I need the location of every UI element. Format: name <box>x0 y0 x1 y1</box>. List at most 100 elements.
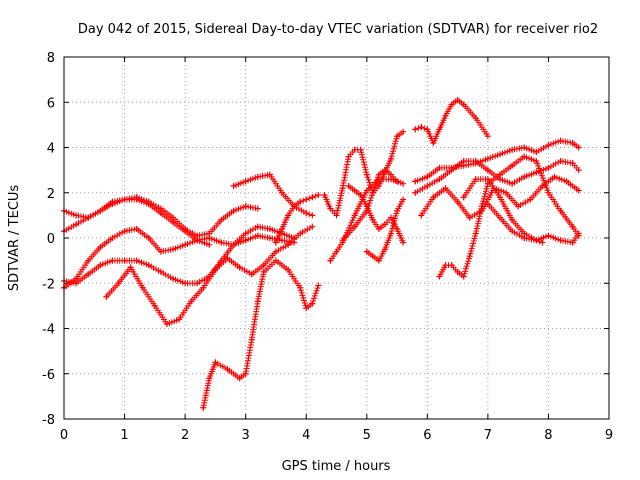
data-point <box>297 284 304 291</box>
data-point <box>430 140 437 146</box>
data-point <box>157 268 164 275</box>
data-point <box>133 194 140 201</box>
data-point <box>266 225 273 232</box>
data-point <box>412 189 419 196</box>
data-point <box>363 171 370 178</box>
data-point <box>557 158 564 165</box>
data-point <box>85 271 92 278</box>
data-point <box>194 237 201 244</box>
data-point <box>442 185 449 192</box>
data-point <box>73 280 80 287</box>
data-point <box>170 275 176 282</box>
data-point <box>200 284 207 291</box>
data-point <box>521 173 528 180</box>
data-point <box>424 183 431 189</box>
data-point <box>509 216 516 223</box>
data-point <box>279 189 285 196</box>
data-point <box>97 262 104 269</box>
data-point <box>115 280 122 287</box>
data-point <box>351 212 358 219</box>
series-arc-4 <box>61 223 298 287</box>
data-point <box>430 194 437 201</box>
data-point <box>291 203 298 210</box>
data-point <box>394 207 401 214</box>
data-point <box>163 321 170 327</box>
data-point <box>509 146 516 153</box>
data-point <box>339 185 346 192</box>
data-point <box>260 262 267 269</box>
data-point <box>224 255 231 262</box>
data-point <box>460 194 467 201</box>
data-series <box>61 97 582 411</box>
data-point <box>121 228 128 235</box>
data-point <box>109 201 116 208</box>
y-axis-label: SDTVAR / TECUs <box>7 185 22 292</box>
x-tick-label: 4 <box>302 428 310 443</box>
x-tick-label: 9 <box>605 428 613 443</box>
axis-ticks: 0 1 2 3 4 5 6 7 8 9 -8 -6 -4 -2 0 2 4 6 8 <box>42 51 613 443</box>
x-axis-label: GPS time / hours <box>282 459 391 474</box>
data-point <box>85 257 92 264</box>
data-point <box>497 214 503 221</box>
data-point <box>103 293 110 300</box>
data-point <box>484 155 491 162</box>
data-point <box>484 167 491 174</box>
y-tick-label: -8 <box>42 413 55 428</box>
data-point <box>176 316 183 323</box>
data-point <box>557 137 564 144</box>
x-tick-label: 2 <box>181 428 189 443</box>
data-point <box>254 205 261 212</box>
data-point <box>388 214 394 221</box>
data-point <box>73 212 80 219</box>
series-markers <box>61 194 259 239</box>
data-point <box>533 158 540 165</box>
data-point <box>436 164 443 171</box>
data-point <box>254 232 261 239</box>
data-point <box>121 257 128 264</box>
data-point <box>448 262 455 269</box>
data-point <box>388 171 394 178</box>
data-point <box>345 153 352 160</box>
data-point <box>109 235 116 241</box>
data-point <box>109 257 116 264</box>
data-point <box>321 192 328 198</box>
series-arc-15 <box>412 137 582 185</box>
data-point <box>436 176 443 183</box>
data-point <box>575 167 582 174</box>
data-point <box>569 223 576 230</box>
data-point <box>557 237 564 244</box>
data-point <box>436 126 443 133</box>
data-point <box>375 257 382 264</box>
data-point <box>133 257 140 264</box>
data-point <box>333 212 340 219</box>
data-point <box>375 225 382 232</box>
data-point <box>309 300 316 307</box>
data-point <box>206 375 213 382</box>
data-point <box>539 239 546 246</box>
y-tick-label: 6 <box>47 96 55 111</box>
data-point <box>527 196 534 203</box>
data-point <box>200 404 207 411</box>
data-point <box>448 167 455 174</box>
series-arc-2 <box>61 194 261 239</box>
data-point <box>315 192 322 198</box>
series-arc-6 <box>230 171 316 219</box>
data-point <box>182 280 189 287</box>
data-point <box>442 262 449 269</box>
data-point <box>381 246 388 253</box>
data-point <box>442 112 449 119</box>
x-tick-label: 7 <box>484 428 492 443</box>
series-arc-12 <box>345 183 407 246</box>
data-point <box>272 239 279 246</box>
data-point <box>254 173 261 180</box>
data-point <box>569 239 576 246</box>
data-point <box>188 298 195 305</box>
x-tick-label: 8 <box>544 428 552 443</box>
data-point <box>551 173 558 180</box>
data-point <box>309 212 316 219</box>
data-point <box>309 223 316 230</box>
data-point <box>272 257 279 264</box>
data-point <box>400 196 407 203</box>
series-arc-18 <box>436 153 582 280</box>
